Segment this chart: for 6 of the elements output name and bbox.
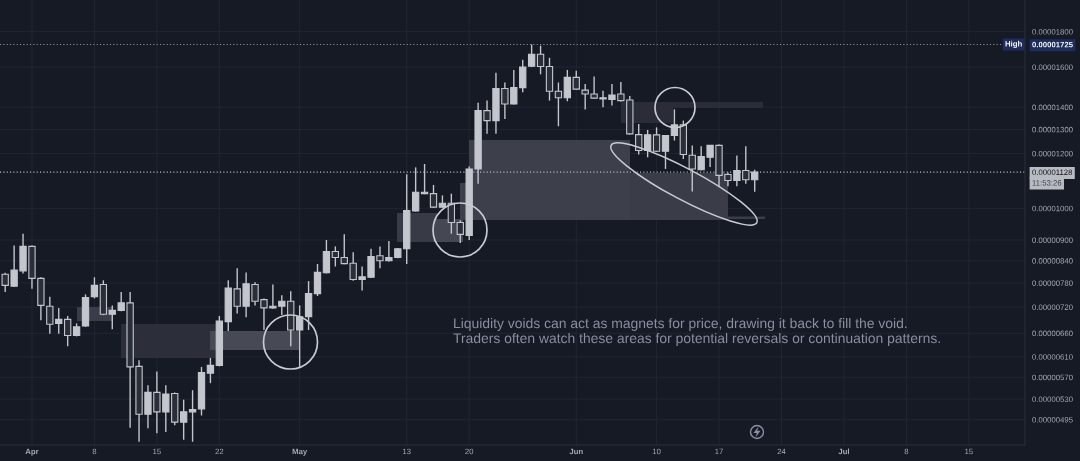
candlestick (90, 276, 99, 300)
candlestick (188, 389, 197, 443)
annotation: Liquidity voids can act as magnets for price, drawing it back to fill the void. Traders often watch these areas for potential reversals or continuation patterns. (453, 318, 940, 346)
candlestick (322, 239, 331, 275)
candlestick (206, 357, 215, 384)
candlestick (313, 263, 322, 297)
